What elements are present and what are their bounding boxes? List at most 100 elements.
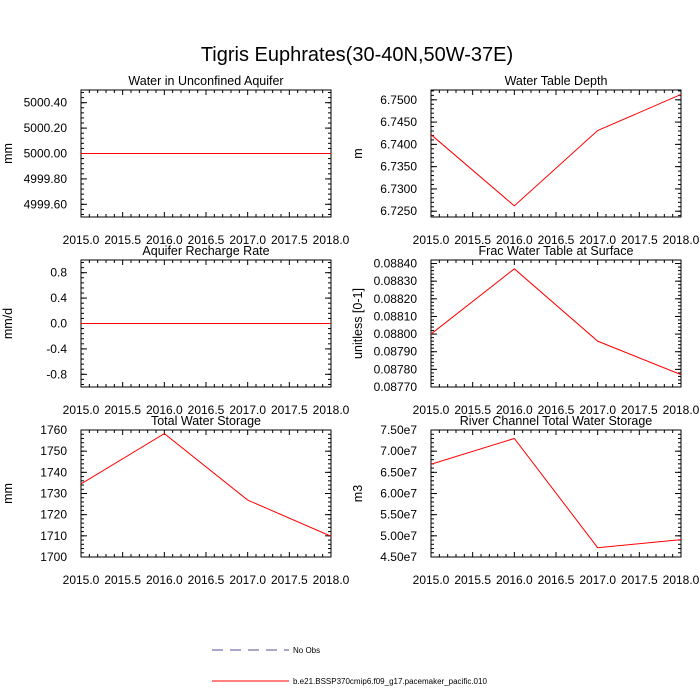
legend: No Obs b.e21.BSSP370cmip6.f09_g17.pacemak… <box>212 646 487 686</box>
x-tick-label: 2016.5 <box>188 233 225 247</box>
figure-title: Tigris Euphrates(30-40N,50W-37E) <box>201 44 513 66</box>
x-tick-label: 2016.5 <box>188 403 225 417</box>
y-tick-label: 6.7400 <box>380 137 417 151</box>
x-tick-label: 2015.0 <box>413 233 450 247</box>
panel-2: Water Table Depth m 2015.0 2015.5 2016.0 2016… <box>351 74 700 247</box>
x-tick-label: 2017.5 <box>621 233 658 247</box>
y-axis-label: unitless [0-1] <box>351 288 365 359</box>
x-tick-label: 2017.0 <box>229 403 266 417</box>
legend-label: b.e21.BSSP370cmip6.f09_g17.pacemaker_pac… <box>293 677 487 686</box>
x-tick-label: 2016.0 <box>496 233 533 247</box>
panel-3: Aquifer Recharge Rate mm/d 2015.0 2015.5 201… <box>1 244 350 417</box>
y-tick-label: 0.8 <box>50 266 67 280</box>
x-tick-label: 2017.0 <box>579 573 616 587</box>
x-tick-label: 2017.0 <box>579 233 616 247</box>
y-tick-label: 0.08780 <box>374 362 418 376</box>
y-tick-label: 0.4 <box>50 291 67 305</box>
x-tick-label: 2018.0 <box>313 403 350 417</box>
x-tick-label: 2018.0 <box>663 233 700 247</box>
series-line <box>430 268 682 376</box>
y-tick-label: 1750 <box>40 444 67 458</box>
x-tick-label: 2017.5 <box>271 403 308 417</box>
y-tick-label: 5000.00 <box>24 147 68 161</box>
x-tick-label: 2015.0 <box>63 403 100 417</box>
y-tick-label: 0.08810 <box>374 309 418 323</box>
y-tick-label: 1760 <box>40 423 67 437</box>
panel-title: Total Water Storage <box>151 414 261 428</box>
x-tick-label: 2017.5 <box>621 573 658 587</box>
panel-1: Water in Unconfined Aquifer mm 2015.0 2015.… <box>1 74 350 247</box>
panels: Water in Unconfined Aquifer mm 2015.0 2015.… <box>1 74 700 587</box>
y-tick-label: 0.08830 <box>374 274 418 288</box>
panel-title: Aquifer Recharge Rate <box>142 244 269 258</box>
x-tick-label: 2016.0 <box>496 573 533 587</box>
y-tick-label: 1730 <box>40 487 67 501</box>
series-line <box>430 94 682 207</box>
x-tick-label: 2016.0 <box>146 573 183 587</box>
y-tick-label: 6.7300 <box>380 182 417 196</box>
y-tick-label: 1720 <box>40 508 67 522</box>
y-tick-label: 5.50e7 <box>380 508 417 522</box>
x-tick-label: 2017.0 <box>579 403 616 417</box>
y-tick-label: 0.08820 <box>374 292 418 306</box>
y-tick-label: -0.8 <box>46 367 67 381</box>
x-tick-label: 2018.0 <box>313 573 350 587</box>
y-tick-label: 4.50e7 <box>380 550 417 564</box>
legend-label: No Obs <box>293 646 320 655</box>
y-tick-label: 0.08770 <box>374 380 418 394</box>
y-axis-label: mm <box>1 483 15 504</box>
plot-frame <box>430 259 682 388</box>
x-tick-label: 2017.5 <box>271 233 308 247</box>
y-tick-label: 4999.60 <box>24 197 68 211</box>
y-tick-label: 6.00e7 <box>380 487 417 501</box>
x-tick-label: 2015.5 <box>104 573 141 587</box>
x-tick-label: 2015.0 <box>63 233 100 247</box>
y-tick-label: 6.7500 <box>380 93 417 107</box>
x-tick-label: 2016.5 <box>538 573 575 587</box>
y-tick-label: 5000.40 <box>24 96 68 110</box>
y-tick-label: 5000.20 <box>24 121 68 135</box>
plot-frame <box>430 89 682 218</box>
y-tick-label: 7.00e7 <box>380 444 417 458</box>
y-tick-label: 0.0 <box>50 317 67 331</box>
panel-title: Water in Unconfined Aquifer <box>128 74 283 88</box>
x-tick-label: 2017.0 <box>229 573 266 587</box>
x-tick-label: 2017.5 <box>271 573 308 587</box>
y-tick-label: 6.50e7 <box>380 465 417 479</box>
y-axis-label: mm <box>1 143 15 164</box>
y-tick-label: 1740 <box>40 465 67 479</box>
x-tick-label: 2016.0 <box>146 233 183 247</box>
x-tick-label: 2016.5 <box>538 233 575 247</box>
series-line <box>430 437 682 549</box>
panel-title: Frac Water Table at Surface <box>479 244 634 258</box>
x-tick-label: 2016.5 <box>188 573 225 587</box>
x-tick-label: 2015.0 <box>413 573 450 587</box>
y-axis-label: m3 <box>351 485 365 502</box>
x-tick-label: 2018.0 <box>313 233 350 247</box>
plot-frame <box>80 429 332 558</box>
y-tick-label: 0.08790 <box>374 345 418 359</box>
y-tick-label: 5.00e7 <box>380 529 417 543</box>
y-axis-label: m <box>351 148 365 158</box>
x-tick-label: 2015.5 <box>104 233 141 247</box>
y-tick-label: 0.08800 <box>374 327 418 341</box>
y-tick-label: 6.7350 <box>380 160 417 174</box>
panel-5: Total Water Storage mm 2015.0 2015.5 2016.0 2… <box>1 414 350 587</box>
x-tick-label: 2017.0 <box>229 233 266 247</box>
panel-title: Water Table Depth <box>505 74 608 88</box>
x-tick-label: 2016.0 <box>496 403 533 417</box>
x-tick-label: 2016.0 <box>146 403 183 417</box>
x-tick-label: 2018.0 <box>663 403 700 417</box>
x-tick-label: 2015.5 <box>104 403 141 417</box>
x-tick-label: 2018.0 <box>663 573 700 587</box>
x-tick-label: 2015.0 <box>413 403 450 417</box>
y-tick-label: 1700 <box>40 550 67 564</box>
y-tick-label: 7.50e7 <box>380 423 417 437</box>
panel-6: River Channel Total Water Storage m3 2015.… <box>351 414 700 587</box>
y-tick-label: 6.7250 <box>380 204 417 218</box>
panel-title: River Channel Total Water Storage <box>460 414 653 428</box>
x-tick-label: 2015.5 <box>454 233 491 247</box>
y-tick-label: -0.4 <box>46 342 67 356</box>
series-line <box>80 432 332 537</box>
